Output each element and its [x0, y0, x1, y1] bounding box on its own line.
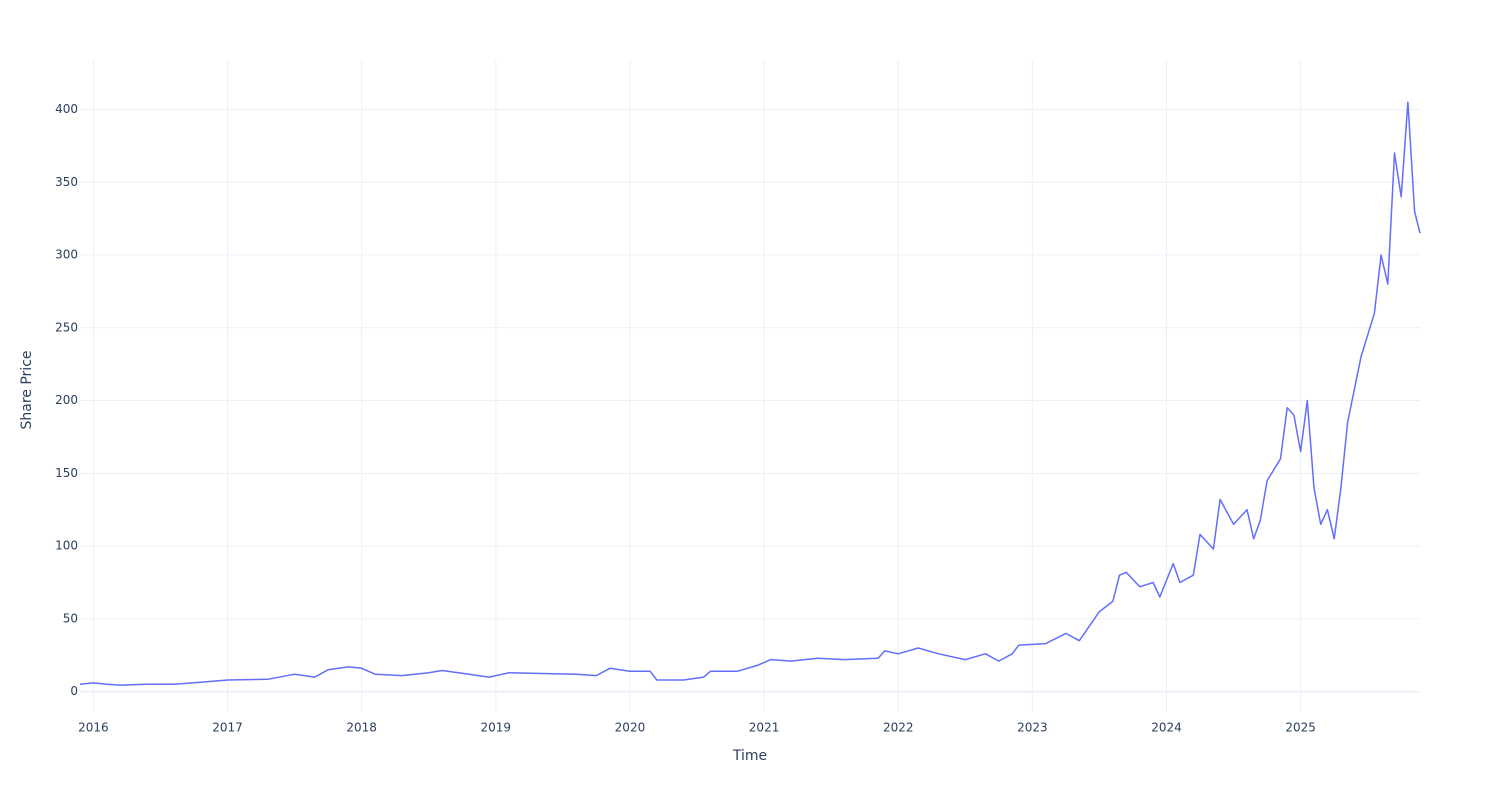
x-tick-label: 2017 [212, 721, 243, 735]
x-tick-label: 2025 [1285, 721, 1316, 735]
x-tick-label: 2016 [78, 721, 109, 735]
x-tick-label: 2021 [749, 721, 780, 735]
y-tick-label: 300 [55, 248, 78, 262]
price-line [79, 101, 1421, 686]
y-tick-label: 150 [55, 466, 78, 480]
y-tick-label: 250 [55, 320, 78, 334]
x-axis-title: Time [732, 748, 767, 764]
y-tick-label: 100 [55, 539, 78, 553]
x-tick-label: 2022 [883, 721, 914, 735]
x-tick-label: 2020 [615, 721, 646, 735]
y-tick-label: 50 [63, 611, 78, 625]
x-tick-label: 2024 [1151, 721, 1182, 735]
x-tick-label: 2023 [1017, 721, 1048, 735]
y-tick-label: 0 [70, 684, 78, 698]
y-tick-label: 200 [55, 393, 78, 407]
y-tick-label: 350 [55, 175, 78, 189]
x-tick-label: 2019 [481, 721, 512, 735]
y-axis-title: Share Price [19, 350, 35, 429]
y-tick-label: 400 [55, 102, 78, 116]
x-tick-label: 2018 [346, 721, 377, 735]
